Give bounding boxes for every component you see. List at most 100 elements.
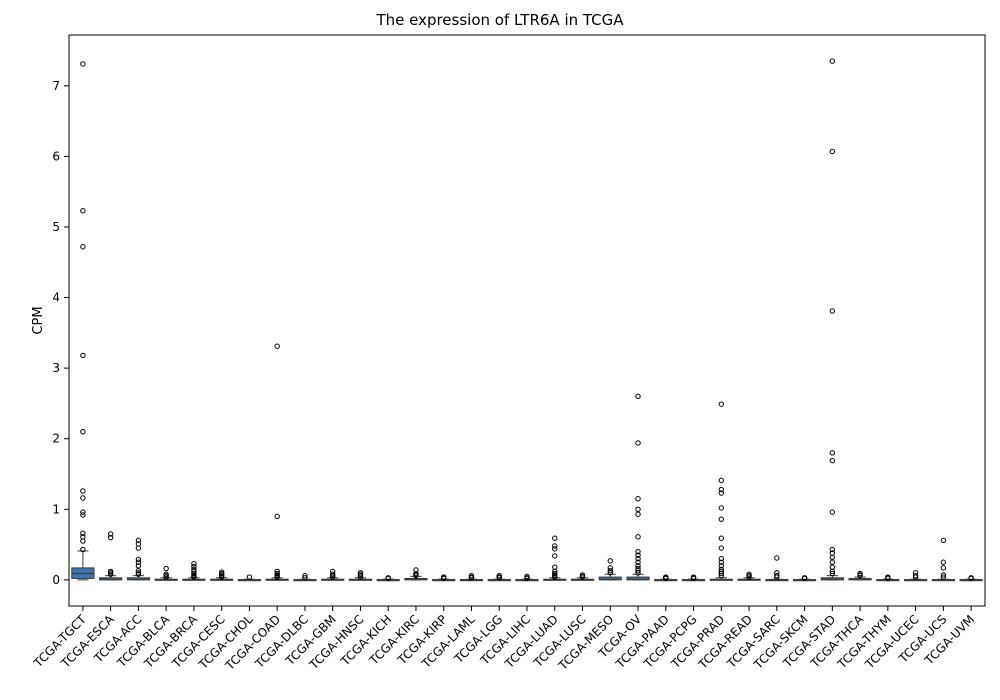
outlier-point [718, 556, 725, 562]
outlier-point [274, 343, 280, 349]
outlier-point [191, 563, 197, 570]
outlier-point [191, 568, 197, 575]
outlier-point [968, 575, 974, 582]
outlier-point [829, 568, 836, 575]
box-group [237, 574, 262, 582]
outlier-point [774, 555, 780, 561]
outlier-point [829, 58, 836, 64]
y-tick-label: 0 [52, 573, 60, 587]
outlier-point [246, 574, 253, 580]
outlier-point [829, 554, 836, 560]
outlier-point [385, 575, 391, 582]
outlier-point [607, 565, 613, 571]
chart-title: The expression of LTR6A in TCGA [376, 11, 624, 29]
outlier-point [274, 574, 280, 580]
outlier-point [80, 488, 86, 494]
outlier-point [635, 556, 641, 562]
outlier-point [885, 575, 891, 582]
y-tick-label: 6 [52, 149, 60, 163]
box-group [71, 61, 95, 581]
box-group [904, 570, 928, 582]
outlier-point [718, 490, 725, 496]
outlier-point [80, 530, 86, 537]
box-group [598, 558, 622, 581]
outlier-point [718, 570, 725, 577]
outlier-point [857, 572, 863, 579]
box-group [709, 401, 733, 581]
box-group [959, 575, 983, 582]
outlier-point [524, 575, 530, 582]
y-tick-label: 2 [52, 432, 60, 446]
box-group [376, 575, 400, 582]
outlier-point [80, 61, 86, 67]
outlier-point [718, 545, 725, 551]
outlier-point [468, 575, 475, 581]
outlier-point [718, 401, 725, 407]
outlier-point [80, 509, 86, 515]
outlier-point [635, 534, 641, 540]
outlier-point [829, 559, 836, 565]
outlier-point [80, 538, 86, 544]
box-group [515, 573, 539, 582]
outlier-point [635, 393, 641, 400]
outlier-point [80, 352, 86, 359]
outlier-point [329, 574, 336, 580]
outlier-point [441, 575, 447, 582]
outlier-point [274, 568, 280, 575]
outlier-point [718, 486, 725, 493]
outlier-point [718, 516, 725, 522]
outlier-point [829, 148, 836, 155]
box-group [570, 572, 595, 581]
outlier-point [218, 574, 225, 580]
box-group [459, 572, 484, 582]
outlier-point [607, 568, 613, 574]
box-group [737, 571, 761, 581]
box-group [432, 574, 456, 582]
outlier-point [718, 572, 725, 579]
outlier-point [912, 574, 919, 580]
outlier-point [135, 568, 142, 574]
outlier-point [191, 574, 197, 580]
outlier-point [829, 450, 836, 456]
box-group [931, 537, 955, 582]
outlier-point [163, 565, 169, 572]
box-group [487, 572, 511, 582]
outlier-point [80, 512, 86, 518]
outlier-point [107, 534, 114, 541]
outlier-point [829, 570, 836, 577]
outlier-point [607, 570, 613, 576]
outlier-point [135, 537, 142, 544]
outlier-point [829, 457, 836, 464]
outlier-point [635, 548, 641, 555]
box-iqr [626, 576, 650, 581]
outlier-point [191, 560, 197, 567]
outlier-point [135, 545, 142, 551]
box-group [154, 565, 178, 581]
y-tick-label: 3 [52, 361, 60, 375]
y-axis-label: CPM [31, 306, 46, 334]
box-group [348, 570, 373, 581]
outlier-point [552, 553, 558, 559]
outlier-point [302, 575, 308, 581]
outlier-point [829, 308, 836, 314]
outlier-point [80, 546, 86, 553]
outlier-point [552, 546, 558, 552]
outlier-point [635, 568, 641, 574]
outlier-point [718, 477, 725, 484]
box-group [265, 343, 289, 581]
outlier-point [552, 568, 558, 575]
outlier-point [80, 208, 86, 214]
outlier-point [718, 535, 725, 541]
outlier-point [635, 511, 641, 517]
outlier-point [413, 572, 419, 579]
outlier-point [718, 505, 725, 511]
outlier-point [135, 563, 142, 569]
outlier-point [107, 531, 114, 537]
outlier-point [801, 575, 808, 582]
box-group [210, 569, 234, 581]
outlier-point [829, 546, 836, 553]
y-tick-label: 5 [52, 220, 60, 234]
outlier-point [135, 571, 142, 577]
